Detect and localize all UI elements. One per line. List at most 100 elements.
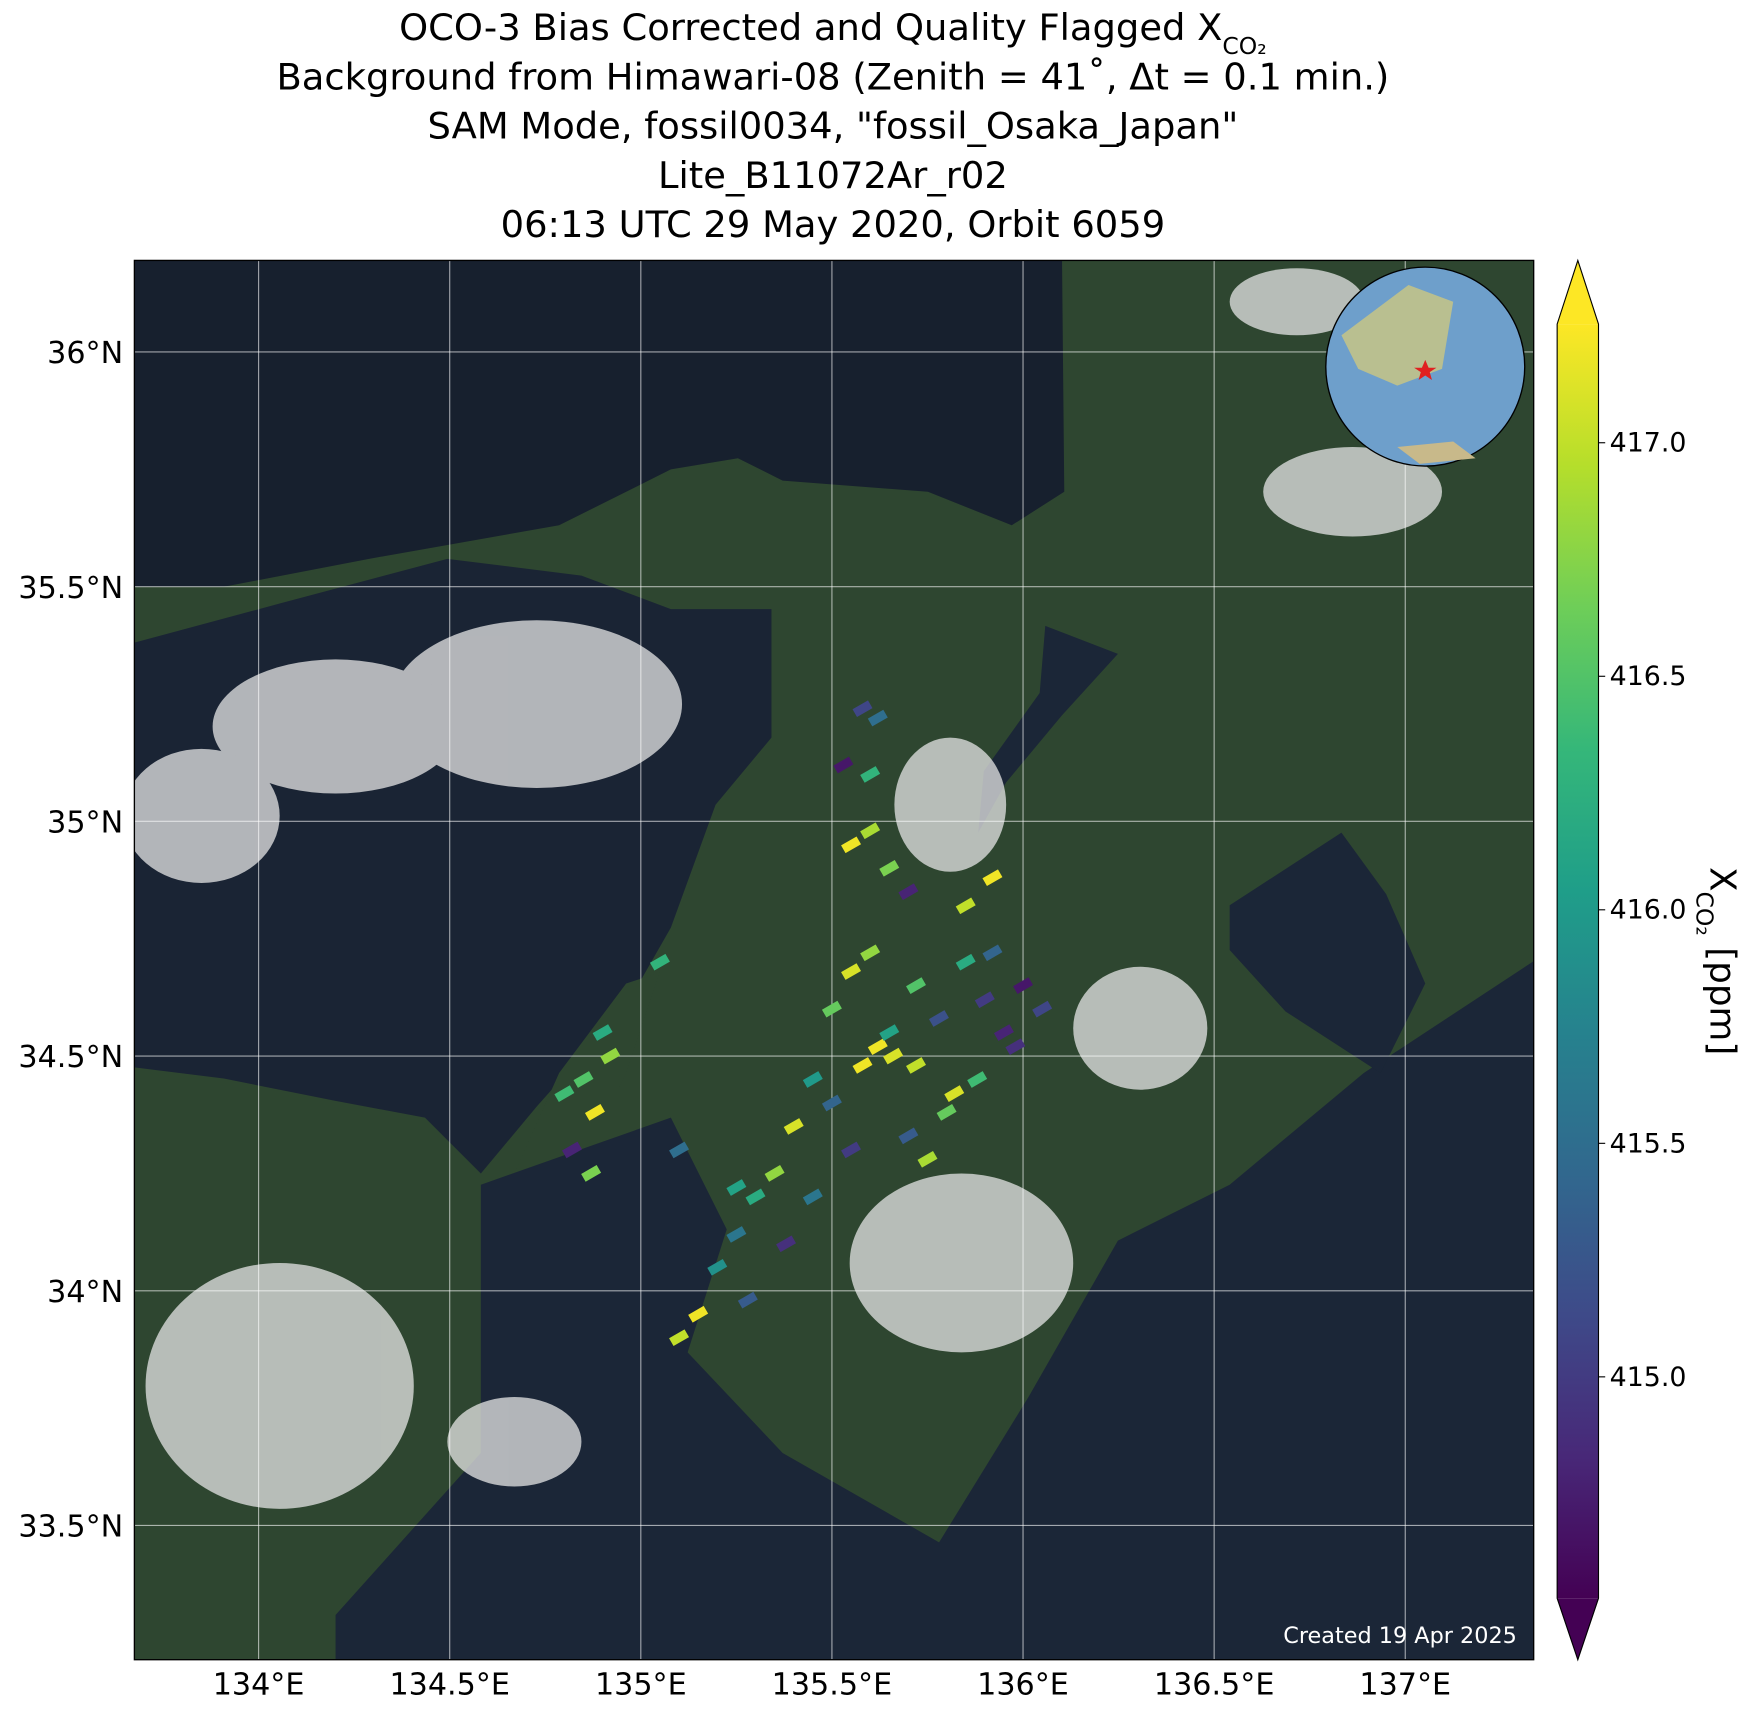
title-text: 06:13 UTC 29 May 2020, Orbit 6059 (501, 203, 1166, 246)
title-line: 06:13 UTC 29 May 2020, Orbit 6059 (501, 203, 1166, 246)
footprint (821, 1094, 842, 1112)
colorbar-tick-label: 415.5 (1610, 1128, 1687, 1159)
footprint (562, 1141, 582, 1159)
footprint (737, 1291, 758, 1309)
footprint (944, 1085, 965, 1102)
footprints (554, 700, 1053, 1347)
footprint (841, 836, 862, 854)
colorbar-extend-min (1557, 1598, 1599, 1660)
colorbar: 415.0 415.5 416.0 416.5 417.0 XCO₂ [ppm] (1556, 258, 1742, 1662)
x-tick-label: 136.5°E (1154, 1667, 1274, 1702)
footprint (982, 869, 1003, 887)
created-note: Created 19 Apr 2025 (1283, 1623, 1517, 1649)
colorbar-frame (1556, 258, 1600, 1662)
footprint (764, 1165, 785, 1182)
colorbar-tick-label: 417.0 (1610, 428, 1687, 459)
footprint (906, 1057, 926, 1074)
footprint (726, 1226, 747, 1243)
footprint (592, 1024, 613, 1041)
footprint (955, 897, 976, 915)
footprint (860, 944, 881, 962)
footprint (883, 1047, 904, 1065)
x-tick-label: 135°E (595, 1667, 687, 1702)
footprint (898, 883, 919, 901)
footprint (841, 963, 862, 980)
footprint (955, 953, 976, 971)
x-tick-label: 137°E (1359, 1667, 1451, 1702)
footprint (649, 953, 670, 971)
colorbar-label-unit: [ppm] (1701, 936, 1742, 1055)
title-text: SAM Mode, fossil0034, "fossil_Osaka_Japa… (428, 105, 1239, 148)
colorbar-label-subscript: CO₂ (1690, 892, 1718, 936)
footprint (852, 1057, 873, 1074)
footprint (917, 1150, 938, 1168)
footprint (906, 977, 926, 994)
y-tick-label: 35°N (47, 806, 123, 841)
title-text: Lite_B11072Ar_r02 (658, 154, 1008, 197)
colorbar-label-symbol: X (1701, 867, 1742, 891)
footprint (726, 1179, 747, 1196)
footprint (982, 944, 1003, 962)
footprint (821, 1000, 842, 1018)
title-line: SAM Mode, fossil0034, "fossil_Osaka_Japa… (428, 105, 1239, 148)
title-block: OCO-3 Bias Corrected and Quality Flagged… (277, 6, 1390, 246)
inset-globe (1325, 266, 1526, 467)
footprint (688, 1305, 709, 1323)
title-line: OCO-3 Bias Corrected and Quality Flagged… (399, 6, 1267, 60)
footprint (879, 859, 900, 877)
footprint (1013, 977, 1034, 994)
footprint (928, 1010, 949, 1027)
footprint (745, 1188, 766, 1206)
footprint (936, 1104, 957, 1121)
x-tick-label: 134.5°E (389, 1667, 509, 1702)
title-line: Lite_B11072Ar_r02 (658, 154, 1008, 197)
footprint (802, 1188, 823, 1206)
y-tick-label: 34°N (47, 1275, 123, 1310)
footprint (669, 1329, 690, 1347)
footprint (573, 1071, 594, 1088)
footprint (841, 1141, 862, 1159)
footprint (860, 822, 881, 840)
footprint (833, 756, 854, 774)
footprint (776, 1235, 797, 1253)
footprint (669, 1141, 690, 1159)
axes: 134°E 134.5°E 135°E 135.5°E 136°E 136.5°E 137°… (18, 336, 1451, 1702)
basemap (134, 260, 1534, 1660)
colorbar-label: XCO₂ [ppm] (1690, 867, 1742, 1055)
title-text: OCO-3 Bias Corrected and Quality Flagged… (399, 6, 1222, 49)
x-tick-label: 136°E (977, 1667, 1069, 1702)
footprint (1005, 1038, 1026, 1056)
footprint (967, 1071, 988, 1088)
footprint (867, 709, 888, 727)
y-tick-label: 33.5°N (18, 1510, 123, 1545)
colorbar-tick-label: 416.0 (1610, 895, 1687, 926)
footprint (993, 1024, 1014, 1041)
colorbar-extend-max (1557, 260, 1599, 325)
map-frame (133, 259, 1535, 1661)
y-tick-label: 36°N (47, 336, 123, 371)
title-line: Background from Himawari-08 (Zenith = 41… (277, 55, 1390, 98)
y-tick-label: 34.5°N (18, 1040, 123, 1075)
footprint (600, 1047, 621, 1065)
footprint (898, 1127, 919, 1145)
x-tick-label: 134°E (213, 1667, 305, 1702)
title-text: Background from Himawari-08 (Zenith = 41… (277, 55, 1390, 98)
colorbar-tick-label: 416.5 (1610, 661, 1687, 692)
footprint (707, 1258, 728, 1276)
footprint (974, 991, 995, 1009)
footprint (879, 1024, 900, 1041)
x-tick-label: 135.5°E (772, 1667, 892, 1702)
y-tick-label: 35.5°N (18, 571, 123, 606)
grid (134, 260, 1534, 1660)
footprint (860, 766, 881, 783)
footprint (554, 1085, 575, 1102)
footprint (852, 700, 873, 718)
footprint (584, 1104, 605, 1121)
footprint (802, 1071, 823, 1088)
footprint (1032, 1000, 1053, 1018)
colorbar-body (1557, 324, 1599, 1599)
title-subscript: CO₂ (1222, 32, 1266, 60)
footprint (867, 1038, 888, 1056)
colorbar-tick-label: 415.0 (1610, 1362, 1687, 1393)
